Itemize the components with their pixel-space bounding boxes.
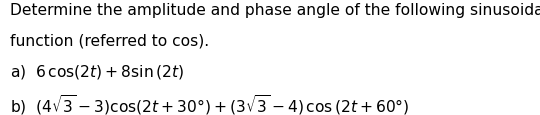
Text: b)  $(4\sqrt{3}-3)\mathrm{cos}(2t+30°)+(3\sqrt{3}-4)\,\mathrm{cos}\,(2t+60°)$: b) $(4\sqrt{3}-3)\mathrm{cos}(2t+30°)+(3…	[10, 93, 409, 115]
Text: function (referred to cos).: function (referred to cos).	[10, 33, 209, 48]
Text: Determine the amplitude and phase angle of the following sinusoidal: Determine the amplitude and phase angle …	[10, 3, 540, 18]
Text: a)  $6\,\mathrm{cos}(2t) + 8\mathrm{sin}\,(2t)$: a) $6\,\mathrm{cos}(2t) + 8\mathrm{sin}\…	[10, 63, 184, 80]
